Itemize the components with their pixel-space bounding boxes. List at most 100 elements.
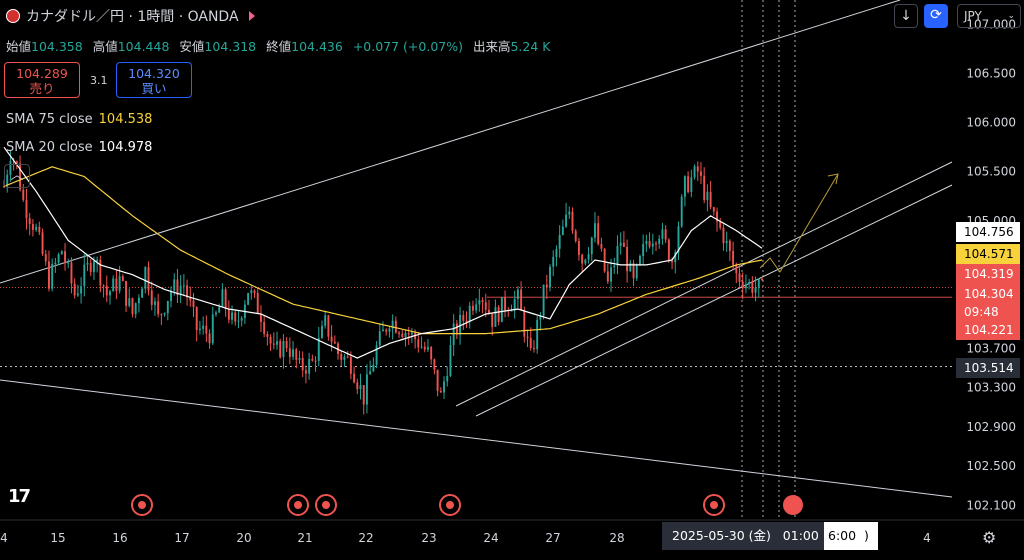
candle-body [163,313,166,315]
scroll-down-button[interactable]: ↓ [894,4,918,28]
projection-arrow [759,173,839,273]
event-marker-dot [446,501,454,509]
candle-body [651,243,654,247]
sma20-line [3,146,763,359]
candle-body [577,241,580,255]
event-marker-dot [138,501,146,509]
y-tick-label: 102.100 [966,498,1016,512]
sell-label: 売り [29,81,55,96]
candle-body [436,369,439,391]
candle-body [346,356,349,358]
candle-body [272,343,275,345]
candle-body [427,347,429,350]
candle-body [719,221,722,228]
candle-body [166,301,169,314]
candle-body [674,252,677,263]
candle-body [102,285,105,287]
candle-body [616,245,619,266]
candle-body [198,328,201,330]
currency-select[interactable]: JPY ⌄ [957,4,1021,28]
candle-body [655,243,657,245]
price-label-text: 104.304 [964,287,1014,301]
candle-body [539,315,542,320]
change-value: +0.077 (+0.07%) [352,39,463,54]
candle-body [597,223,600,245]
sync-button[interactable]: ⟳ [924,4,948,28]
candle-body [667,239,670,261]
candle-body [693,166,696,178]
symbol-title[interactable]: カナダドル／円 · 1時間 · OANDA [26,9,239,25]
event-marker-dot [322,501,330,509]
candle-body [494,307,497,327]
next-time: 6:00 [828,528,857,543]
candle-body [6,174,9,187]
flag-marker-icon[interactable] [248,11,255,21]
open-value: 104.358 [31,39,83,54]
candle-body [144,267,147,289]
candle-body [398,332,401,334]
y-tick-label: 102.500 [966,459,1016,473]
sma20-label: SMA 20 close [6,140,93,155]
candle-body [99,259,102,286]
candle-body [671,260,674,263]
sma75-legend[interactable]: SMA 75 close 104.538 [6,112,152,127]
x-tick-label: 17 [174,531,189,545]
y-tick-label: 106.500 [966,67,1016,81]
candle-body [9,161,12,175]
currency-value: JPY [964,9,982,23]
x-tick-label: 23 [421,531,436,545]
collapse-legend-button[interactable]: ︿ [4,164,30,188]
candle-body [619,242,622,246]
candle-body [83,264,86,287]
candle-body [41,232,44,255]
candle-body [292,349,295,357]
candle-body [205,325,208,334]
candle-body [170,290,172,302]
candle-body [80,286,83,294]
buy-button[interactable]: 104.320 買い [116,62,192,98]
candle-body [227,308,230,320]
candle-body [638,255,641,265]
price-label-box [956,222,1020,242]
candle-body [186,285,189,298]
gear-icon[interactable]: ⚙ [982,528,997,547]
candle-body [520,289,523,311]
candle-body [105,285,108,296]
sync-icon: ⟳ [930,7,942,23]
candle-body [330,336,333,342]
candle-body [394,320,397,333]
price-label-text: 104.221 [964,323,1014,337]
candle-body [443,381,445,393]
x-tick-label: 20 [236,531,251,545]
candle-body [89,262,92,272]
candle-body [761,278,763,280]
open-label: 始値 [6,39,32,54]
candle-body [362,385,365,405]
sell-button[interactable]: 104.289 売り [4,62,80,98]
candle-body [536,319,539,350]
chart-header: カナダドル／円 · 1時間 · OANDA [6,6,255,26]
candle-body [481,300,484,303]
sma20-legend[interactable]: SMA 20 close 104.978 [6,140,152,155]
candle-body [73,283,76,296]
candle-body [626,246,629,272]
candle-body [571,211,574,231]
candle-body [523,310,526,337]
candle-body [173,279,176,291]
candle-body [179,285,182,296]
candle-body [600,244,603,249]
candle-body [288,348,291,357]
price-label-box [956,358,1020,378]
candle-body [372,364,375,372]
candle-body [455,323,458,335]
candle-body [359,385,362,390]
candle-body [15,161,18,164]
candle-body [497,307,500,322]
tradingview-logo[interactable]: 17 [8,486,31,507]
candle-body [375,345,378,365]
canada-event-icon [783,495,803,515]
candle-body [613,265,616,268]
candle-body [195,307,198,330]
candle-body [712,207,715,212]
